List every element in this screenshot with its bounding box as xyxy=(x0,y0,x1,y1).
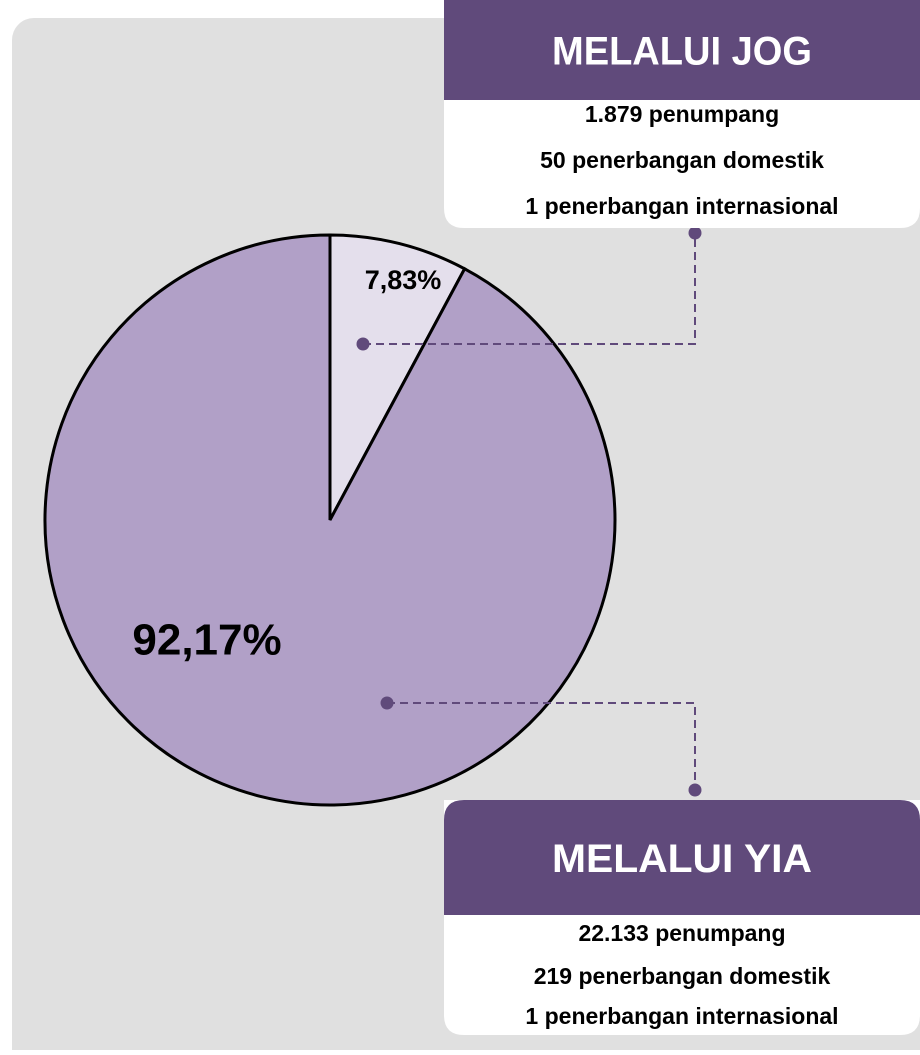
info-box-title: MELALUI YIA xyxy=(552,837,812,881)
info-box-title: MELALUI JOG xyxy=(552,30,812,74)
info-box-line: 1.879 penumpang xyxy=(585,101,779,127)
connector-dot xyxy=(688,226,702,240)
info-box-line: 1 penerbangan internasional xyxy=(525,193,838,219)
value-label: 92,17% xyxy=(132,616,281,665)
info-box-line: 1 penerbangan internasional xyxy=(525,1003,838,1029)
info-box-line: 50 penerbangan domestik xyxy=(540,147,824,173)
connector-dot xyxy=(380,696,394,710)
pie-slice xyxy=(328,233,467,521)
pie-slice xyxy=(43,233,617,807)
info-box-header xyxy=(444,0,920,100)
info-box-header xyxy=(444,800,920,915)
connector xyxy=(387,702,696,790)
info-box-line: 219 penerbangan domestik xyxy=(534,963,831,989)
connector-dot xyxy=(688,783,702,797)
connector-dot xyxy=(356,337,370,351)
value-label: 7,83% xyxy=(365,265,442,295)
info-box-line: 22.133 penumpang xyxy=(578,920,785,946)
connector xyxy=(363,233,696,345)
